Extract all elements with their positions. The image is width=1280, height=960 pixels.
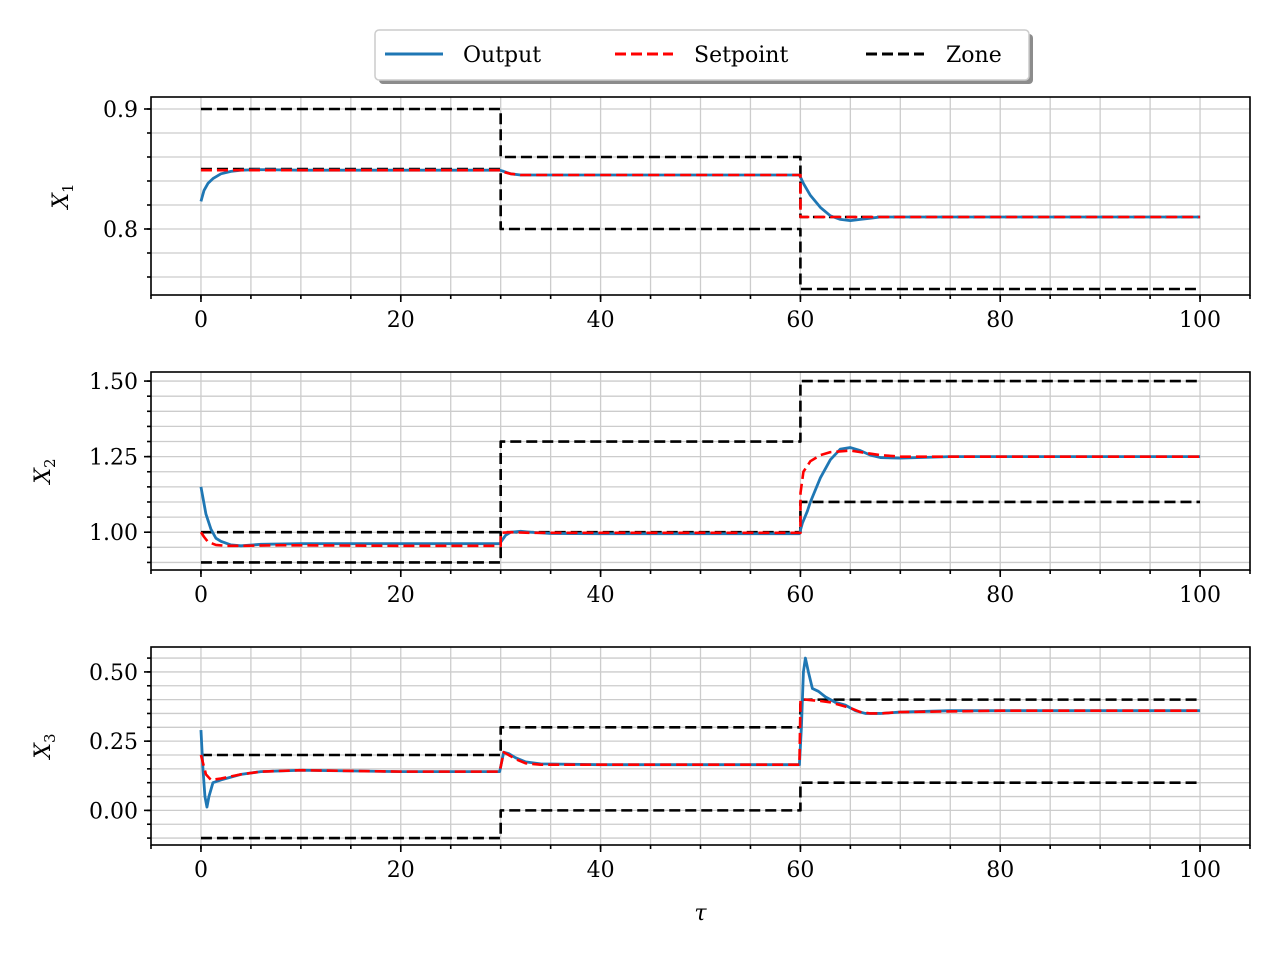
x-tick-label: 80 — [986, 858, 1014, 883]
y-axis-title: X2 — [31, 458, 59, 485]
subplot-3: 0 20 40 60 80 100 0.00 0.25 0.50 X3 τ — [31, 646, 1251, 926]
y-tick-label: 0.25 — [89, 730, 138, 755]
x-tick-label: 0 — [194, 308, 208, 333]
x-tick-label: 60 — [786, 858, 814, 883]
legend: Output Setpoint Zone — [374, 29, 1033, 84]
y-axis-title-main: X — [49, 192, 74, 211]
y-axis-title-main: X — [31, 742, 56, 761]
y-axis-title: X1 — [49, 183, 77, 210]
x-tick-label: 100 — [1179, 858, 1221, 883]
legend-setpoint-label: Setpoint — [694, 43, 788, 68]
grid — [150, 372, 1251, 570]
series-zone-lower-line — [200, 500, 1201, 564]
y-axis-title-subscript: 1 — [59, 183, 77, 193]
subplot-2: 0 20 40 60 80 100 1.00 1.25 1.50 X2 — [31, 370, 1251, 608]
grid — [150, 97, 1251, 295]
series-setpoint-line — [200, 168, 1201, 219]
x-tick-label: 60 — [786, 308, 814, 333]
y-tick-label: 0.50 — [89, 661, 138, 686]
x-tick-label: 20 — [387, 308, 415, 333]
y-tick-label: 0.9 — [103, 98, 138, 123]
legend-output-label: Output — [463, 43, 541, 68]
x-tick-label: 80 — [986, 583, 1014, 608]
series-setpoint-line — [199, 449, 1201, 548]
legend-box — [374, 29, 1030, 81]
x-tick-label: 0 — [194, 858, 208, 883]
series-zone-upper-line — [200, 379, 1201, 534]
y-axis-title-main: X — [31, 467, 56, 486]
y-tick-label: 0.00 — [89, 799, 138, 824]
y-tick-label: 1.50 — [89, 370, 138, 395]
x-tick-label: 40 — [587, 858, 615, 883]
ticks — [144, 657, 1251, 852]
ticks — [144, 380, 1251, 577]
y-tick-label: 0.8 — [103, 218, 138, 243]
x-tick-label: 100 — [1179, 308, 1221, 333]
x-tick-label: 40 — [587, 308, 615, 333]
series-zone-upper-line — [200, 698, 1201, 757]
y-tick-label: 1.25 — [89, 446, 138, 471]
y-axis-title-subscript: 3 — [41, 733, 59, 743]
subplot-1: 0 20 40 60 80 100 0.8 0.9 X1 — [49, 96, 1251, 333]
x-axis-title: τ — [694, 901, 707, 926]
x-tick-label: 20 — [387, 583, 415, 608]
x-tick-label: 40 — [587, 583, 615, 608]
series-group — [199, 656, 1201, 840]
grid — [150, 647, 1251, 845]
x-tick-label: 0 — [194, 583, 208, 608]
y-axis-title-subscript: 2 — [41, 458, 59, 468]
x-tick-label: 100 — [1179, 583, 1221, 608]
series-group — [199, 107, 1201, 291]
x-tick-label: 20 — [387, 858, 415, 883]
series-setpoint-line — [199, 698, 1201, 782]
y-tick-label: 1.00 — [89, 521, 138, 546]
x-tick-label: 60 — [786, 583, 814, 608]
ticks — [144, 108, 1251, 302]
y-axis-title: X3 — [31, 733, 59, 760]
legend-zone-label: Zone — [946, 43, 1002, 68]
series-zone-lower-line — [200, 781, 1201, 840]
series-group — [199, 379, 1201, 564]
x-tick-label: 80 — [986, 308, 1014, 333]
